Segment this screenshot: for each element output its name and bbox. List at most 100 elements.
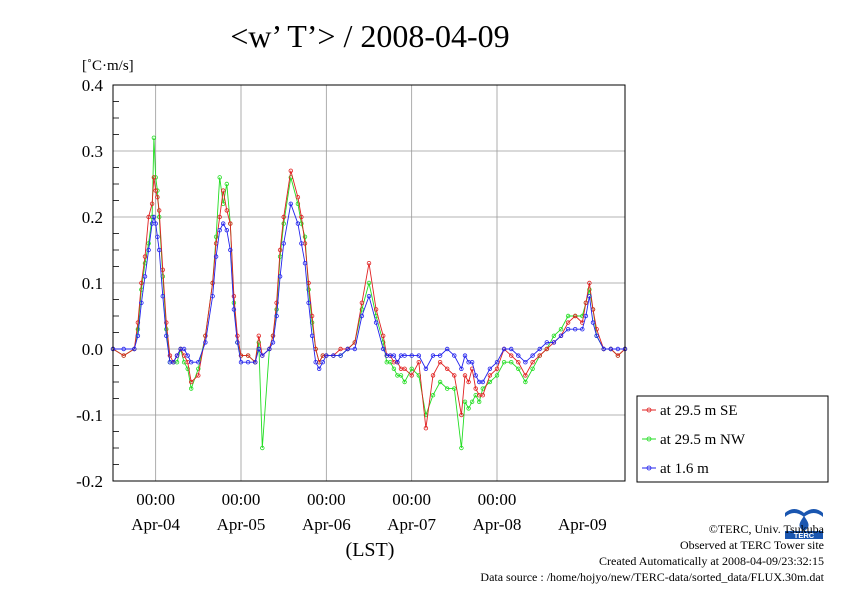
data-point	[402, 353, 407, 358]
data-point	[430, 393, 436, 398]
data-point	[188, 360, 194, 365]
data-point	[203, 340, 208, 345]
data-point	[146, 241, 151, 246]
data-point	[480, 386, 485, 391]
data-point	[590, 320, 596, 325]
data-point	[153, 188, 158, 193]
data-point	[459, 445, 464, 451]
data-point	[466, 379, 471, 385]
data-point	[235, 333, 240, 338]
data-point	[509, 346, 514, 352]
data-point	[580, 327, 585, 332]
legend-item: at 29.5 m NW	[642, 432, 746, 448]
data-point	[409, 373, 414, 378]
data-point	[174, 353, 180, 358]
data-point	[155, 234, 160, 239]
data-point	[277, 274, 283, 279]
data-point	[302, 234, 308, 239]
data-point	[160, 294, 165, 299]
series-2	[110, 201, 628, 385]
data-point	[391, 366, 397, 371]
data-point	[151, 135, 157, 140]
data-point	[210, 280, 215, 286]
data-point	[395, 360, 400, 365]
data-point	[373, 307, 379, 312]
data-point	[302, 261, 308, 266]
data-point	[608, 346, 613, 352]
data-point	[288, 201, 293, 206]
data-point	[231, 294, 237, 299]
data-point	[324, 353, 329, 358]
data-point	[281, 221, 286, 226]
data-point	[142, 254, 148, 259]
y-tick-label: -0.1	[76, 406, 103, 425]
data-point	[338, 353, 343, 358]
x-tick-time-label: 00:00	[307, 490, 346, 509]
data-point	[196, 373, 201, 378]
data-point	[299, 214, 304, 220]
y-tick-label: 0.3	[82, 142, 103, 161]
data-point	[430, 373, 436, 378]
data-point	[245, 360, 251, 365]
data-point	[277, 247, 283, 253]
x-tick-time-label: 00:00	[136, 490, 175, 509]
x-tick-time-label: 00:00	[392, 490, 431, 509]
data-point	[309, 333, 315, 338]
legend-marker	[646, 465, 652, 471]
data-point	[295, 201, 301, 206]
x-tick-date-label: Apr-07	[387, 515, 436, 534]
data-point	[416, 353, 421, 358]
data-point	[217, 214, 222, 220]
data-point	[516, 360, 521, 365]
data-point	[203, 333, 208, 338]
data-point	[224, 227, 229, 233]
data-point	[381, 346, 386, 352]
data-point	[558, 327, 564, 332]
data-point	[238, 353, 244, 358]
data-point	[146, 214, 151, 220]
legend-item: at 1.6 m	[642, 461, 709, 477]
data-point	[167, 353, 173, 358]
data-point	[452, 386, 457, 391]
data-point	[220, 221, 226, 226]
data-point	[462, 373, 468, 378]
data-point	[260, 445, 265, 451]
data-point	[558, 333, 564, 338]
data-point	[220, 188, 226, 193]
series-1	[110, 135, 628, 451]
legend-item: at 29.5 m SE	[642, 403, 738, 419]
data-point	[366, 280, 372, 286]
data-point	[142, 274, 148, 279]
data-point	[149, 201, 155, 206]
data-point	[437, 379, 443, 385]
data-point	[256, 333, 261, 338]
data-point	[317, 366, 322, 371]
terc-logo: TERC	[783, 503, 825, 539]
data-point	[544, 340, 549, 345]
data-point	[516, 353, 521, 358]
data-point	[121, 353, 126, 358]
data-point	[583, 300, 589, 305]
data-point	[473, 386, 478, 391]
data-point	[437, 353, 443, 358]
data-point	[501, 360, 507, 365]
x-tick-date-label: Apr-09	[558, 515, 607, 534]
data-point	[281, 241, 286, 246]
data-point	[487, 373, 493, 378]
data-point	[573, 313, 578, 319]
copyright-text: ©TERC, Univ. Tsukuba	[708, 522, 824, 536]
data-point	[274, 300, 279, 305]
data-point	[437, 360, 443, 365]
data-point	[469, 399, 475, 404]
data-point	[565, 320, 571, 325]
x-tick-date-label: Apr-05	[217, 515, 266, 534]
data-point	[196, 366, 201, 371]
y-axis-label: [˚C·m/s]	[82, 58, 134, 74]
data-point	[270, 333, 276, 338]
data-point	[501, 346, 507, 352]
data-point	[416, 360, 421, 365]
data-point	[359, 313, 365, 319]
data-point	[164, 320, 169, 325]
data-point	[523, 379, 528, 385]
